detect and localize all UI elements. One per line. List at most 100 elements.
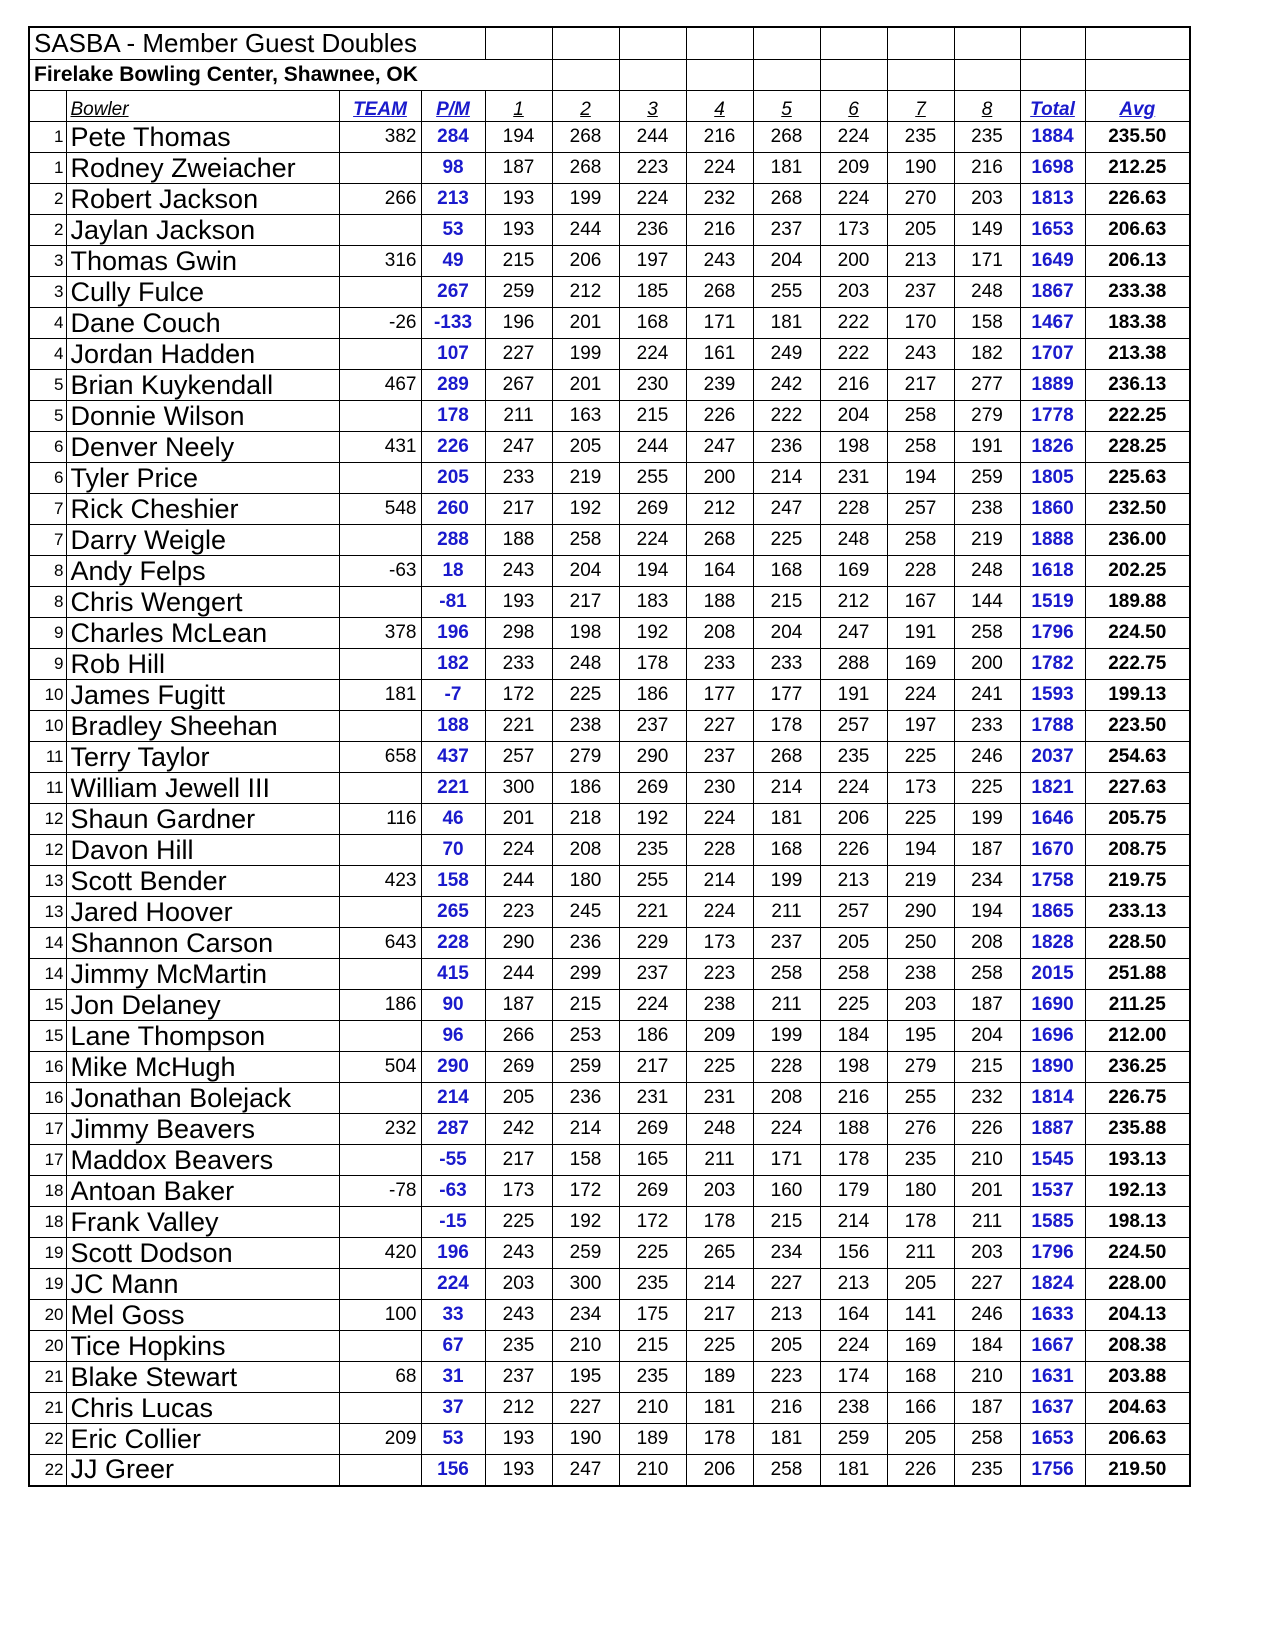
bowler-name: Chris Lucas — [65, 1392, 340, 1424]
game-score: 190 — [551, 1423, 620, 1455]
game-score: 205 — [752, 1330, 821, 1362]
bowler-name: Frank Valley — [65, 1206, 340, 1238]
game-score: 181 — [752, 1423, 821, 1455]
team-score: 423 — [338, 865, 422, 897]
game-score: 270 — [886, 183, 955, 215]
average: 192.13 — [1084, 1175, 1191, 1207]
average: 228.50 — [1084, 927, 1191, 959]
game-score: 235 — [618, 1268, 687, 1300]
column-header: 4 — [685, 90, 754, 122]
game-score: 225 — [685, 1051, 754, 1083]
plus-minus: 267 — [420, 276, 486, 308]
total: 1888 — [1019, 524, 1086, 556]
team-score: 420 — [338, 1237, 422, 1269]
game-score: 233 — [484, 648, 553, 680]
total: 1821 — [1019, 772, 1086, 804]
game-score: 247 — [685, 431, 754, 463]
team-score — [338, 1082, 422, 1114]
game-score: 231 — [685, 1082, 754, 1114]
total: 1631 — [1019, 1361, 1086, 1393]
game-score: 169 — [886, 1330, 955, 1362]
game-score: 242 — [484, 1113, 553, 1145]
game-score: 229 — [618, 927, 687, 959]
team-score: -78 — [338, 1175, 422, 1207]
bowler-row: 13 Scott Bender 423 158 244 180 255 214 199 213 21… — [28, 865, 1191, 897]
game-score: 235 — [953, 121, 1021, 153]
game-score: 244 — [484, 958, 553, 990]
game-score: 172 — [484, 679, 553, 711]
title-row: SASBA - Member Guest Doubles — [28, 26, 1191, 60]
game-score: 223 — [685, 958, 754, 990]
bowler-name: Davon Hill — [65, 834, 340, 866]
game-score: 193 — [484, 214, 553, 246]
total: 2015 — [1019, 958, 1086, 990]
game-score: 194 — [886, 834, 955, 866]
game-score: 238 — [953, 493, 1021, 525]
game-score: 230 — [685, 772, 754, 804]
game-score: 187 — [484, 152, 553, 184]
game-score: 208 — [685, 617, 754, 649]
average: 183.38 — [1084, 307, 1191, 339]
subtitle: Firelake Bowling Center, Shawnee, OK — [28, 59, 553, 91]
team-score: 378 — [338, 617, 422, 649]
bowler-name: Donnie Wilson — [65, 400, 340, 432]
total: 1585 — [1019, 1206, 1086, 1238]
game-score: 242 — [752, 369, 821, 401]
game-score: 227 — [551, 1392, 620, 1424]
game-score: 179 — [819, 1175, 888, 1207]
rank: 17 — [28, 1113, 67, 1145]
average: 189.88 — [1084, 586, 1191, 618]
game-score: 246 — [953, 1299, 1021, 1331]
rank: 9 — [28, 617, 67, 649]
game-score: 217 — [484, 1144, 553, 1176]
average: 228.00 — [1084, 1268, 1191, 1300]
bowler-row: 10 James Fugitt 181 -7 172 225 186 177 177 191 224… — [28, 679, 1191, 711]
column-header: Bowler — [65, 90, 340, 122]
game-score: 225 — [886, 803, 955, 835]
game-score: 223 — [484, 896, 553, 928]
bowler-name: Thomas Gwin — [65, 245, 340, 277]
average: 226.75 — [1084, 1082, 1191, 1114]
column-header: Total — [1019, 90, 1086, 122]
game-score: 201 — [551, 307, 620, 339]
game-score: 222 — [819, 307, 888, 339]
game-score: 181 — [752, 307, 821, 339]
game-score: 171 — [953, 245, 1021, 277]
game-score: 224 — [618, 183, 687, 215]
game-score: 226 — [953, 1113, 1021, 1145]
game-score: 199 — [551, 338, 620, 370]
rank: 12 — [28, 803, 67, 835]
game-score: 238 — [685, 989, 754, 1021]
game-score: 244 — [551, 214, 620, 246]
game-score: 228 — [819, 493, 888, 525]
game-score: 238 — [819, 1392, 888, 1424]
game-score: 234 — [551, 1299, 620, 1331]
team-score: 431 — [338, 431, 422, 463]
game-score: 225 — [685, 1330, 754, 1362]
game-score: 216 — [685, 214, 754, 246]
game-score: 166 — [886, 1392, 955, 1424]
plus-minus: -81 — [420, 586, 486, 618]
rank-header — [28, 90, 67, 122]
team-score — [338, 1454, 422, 1486]
team-score — [338, 772, 422, 804]
bowler-row: 6 Tyler Price 205 233 219 255 200 214 231 194 259 1… — [28, 462, 1191, 494]
average: 222.75 — [1084, 648, 1191, 680]
bowler-name: Cully Fulce — [65, 276, 340, 308]
total: 1618 — [1019, 555, 1086, 587]
rank: 17 — [28, 1144, 67, 1176]
subtitle-row: Firelake Bowling Center, Shawnee, OK — [28, 59, 1191, 91]
game-score: 258 — [886, 431, 955, 463]
game-score: 178 — [618, 648, 687, 680]
bowler-row: 19 Scott Dodson 420 196 243 259 225 265 234 156 21… — [28, 1237, 1191, 1269]
game-score: 222 — [752, 400, 821, 432]
game-score: 215 — [752, 1206, 821, 1238]
team-score — [338, 338, 422, 370]
bowler-name: Lane Thompson — [65, 1020, 340, 1052]
average: 204.13 — [1084, 1299, 1191, 1331]
game-score: 258 — [752, 1454, 821, 1486]
game-score: 258 — [953, 617, 1021, 649]
game-score: 238 — [551, 710, 620, 742]
game-score: 269 — [618, 1113, 687, 1145]
